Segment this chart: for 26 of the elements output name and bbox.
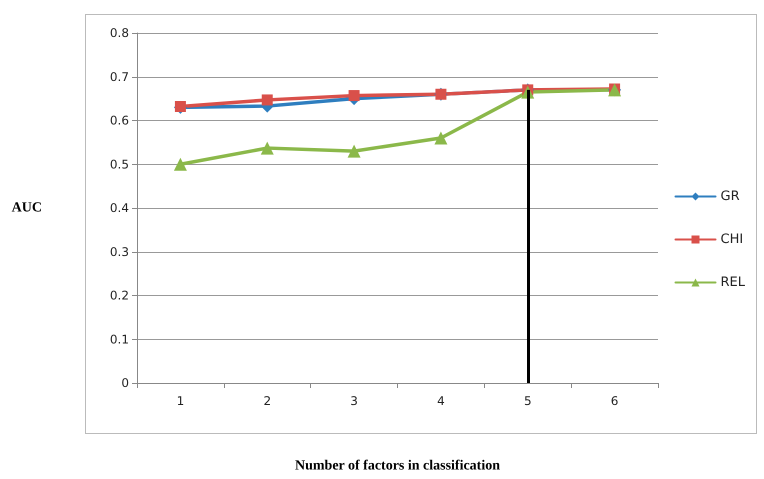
- point: [262, 94, 273, 106]
- legend-label: GR: [720, 189, 740, 204]
- y-axis-title: AUC: [12, 200, 42, 216]
- y-tick-label: 0.3: [110, 244, 129, 259]
- x-tick-label: 2: [263, 394, 272, 408]
- point: [348, 90, 360, 102]
- point: [348, 144, 361, 158]
- y-tick-label: 0.8: [110, 26, 129, 40]
- y-tick-label: 0.6: [110, 114, 129, 128]
- x-axis-title: Number of factors in classification: [294, 458, 500, 474]
- y-tick-label: 0: [121, 376, 129, 390]
- x-tick-label: 1: [176, 394, 184, 408]
- y-tick-label: 0.4: [110, 201, 129, 215]
- point: [260, 142, 274, 155]
- y-tick-label: 0.5: [110, 157, 129, 172]
- x-tick-label: 3: [350, 394, 358, 408]
- legend-label: REL: [720, 275, 746, 290]
- x-tick-label: 6: [610, 394, 618, 408]
- point: [434, 132, 448, 144]
- y-tick-label: 0.2: [110, 288, 129, 302]
- legend-label: CHI: [720, 232, 744, 247]
- y-tick-label: 0.7: [110, 70, 129, 84]
- x-tick-label: 5: [524, 394, 532, 408]
- point: [174, 158, 187, 171]
- y-tick-label: 0.1: [110, 332, 129, 346]
- x-tick-label: 4: [437, 394, 445, 408]
